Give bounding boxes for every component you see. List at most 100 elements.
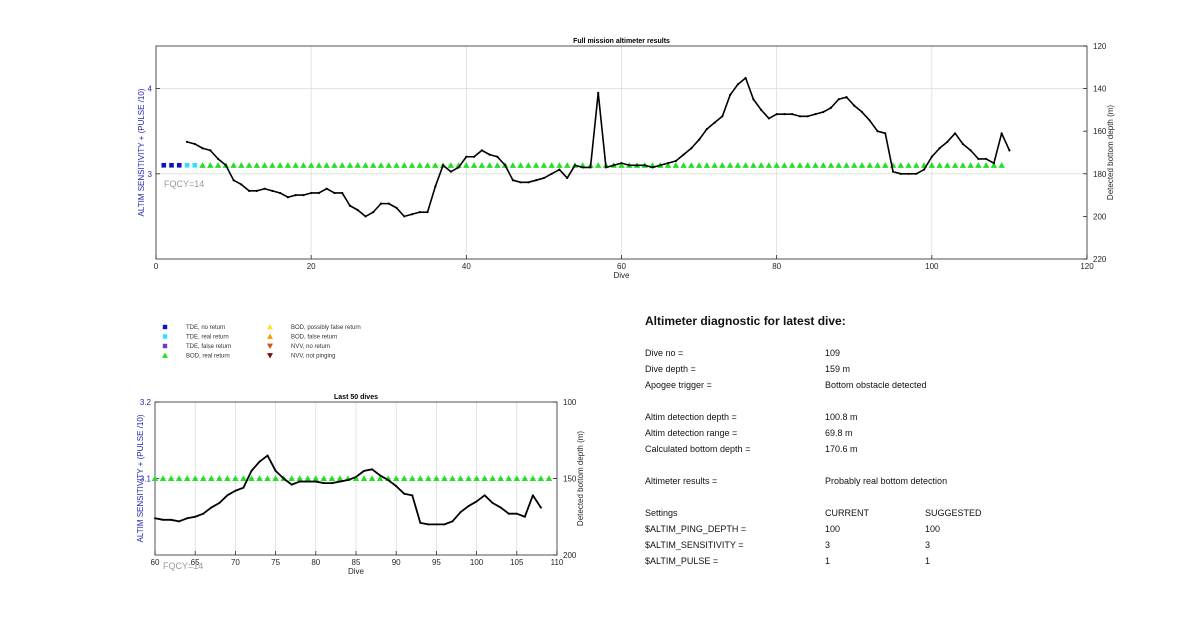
- x-tick-label: 60: [151, 558, 160, 567]
- depth-point: [659, 164, 662, 167]
- bod-marker: [401, 475, 408, 482]
- bod-marker: [473, 475, 480, 482]
- y-left-tick-label: 4: [148, 85, 153, 94]
- y-right-tick-label: 160: [1093, 127, 1107, 136]
- depth-point: [274, 469, 277, 472]
- depth-point: [775, 113, 778, 116]
- y-left-axis-title: ALTIM SENSITIVITY + (PULSE /10): [137, 88, 146, 216]
- bod-marker: [346, 162, 354, 168]
- depth-point: [271, 189, 274, 192]
- x-tick-label: 105: [510, 558, 524, 567]
- bod-marker: [726, 162, 734, 168]
- bod-marker: [352, 475, 360, 482]
- bod-marker: [897, 162, 904, 168]
- depth-point: [286, 196, 289, 199]
- depth-point: [969, 149, 972, 152]
- y-left-axis-title: ALTIM SENSITIVITY + (PULSE /10): [136, 414, 145, 542]
- depth-point: [542, 176, 546, 180]
- setting-suggested: 1: [925, 556, 931, 566]
- bod-marker: [385, 162, 392, 168]
- full-mission-chart: 0 20 40 60 80 100 120 3 4 120 140 160 180 200 220 Full …: [137, 38, 1115, 280]
- bod-marker: [975, 162, 982, 168]
- depth-point: [736, 83, 739, 86]
- setting-name: $ALTIM_PULSE =: [645, 556, 719, 566]
- setting-row-ping-depth: $ALTIM_PING_DEPTH = 100 100: [645, 521, 1065, 537]
- bod-marker: [481, 475, 488, 482]
- x-tick-label: 65: [191, 558, 200, 567]
- bod-marker: [159, 475, 167, 482]
- depth-point: [499, 506, 502, 509]
- bod-marker: [851, 162, 858, 168]
- bod-marker: [328, 475, 336, 482]
- bod-marker: [276, 162, 284, 168]
- depth-point: [427, 523, 430, 526]
- depth-point: [186, 517, 189, 520]
- depth-point: [403, 215, 406, 218]
- bod-marker: [703, 162, 711, 168]
- bod-marker: [913, 162, 920, 168]
- depth-point: [185, 140, 189, 143]
- tde-marker: [184, 162, 190, 168]
- chart-title: Last 50 dives: [334, 394, 378, 401]
- y-right-tick-label: 200: [563, 551, 577, 560]
- depth-point: [346, 479, 349, 482]
- bod-marker: [216, 475, 223, 482]
- depth-point: [977, 157, 980, 160]
- depth-point: [511, 179, 514, 182]
- altim-detection-range-row: Altim detection range = 69.8 m: [645, 425, 1065, 441]
- depth-point: [721, 115, 724, 118]
- bod-marker: [377, 162, 385, 168]
- depth-point: [310, 191, 313, 195]
- depth-point: [302, 194, 305, 197]
- bod-marker: [214, 162, 222, 168]
- bod-marker: [307, 162, 315, 168]
- bod-marker: [563, 162, 571, 168]
- depth-point: [418, 211, 421, 214]
- y-right-tick-label: 140: [1093, 85, 1107, 94]
- depth-point: [837, 98, 840, 101]
- depth-point: [752, 98, 755, 101]
- depth-point: [643, 164, 646, 167]
- x-axis-title: Dive: [348, 567, 365, 576]
- depth-point: [891, 170, 895, 173]
- dive-depth-row: Dive depth = 159 m: [645, 361, 1065, 377]
- diagnostic-title: Altimeter diagnostic for latest dive:: [645, 314, 846, 328]
- bod-marker: [261, 162, 268, 168]
- bod-marker: [711, 162, 718, 168]
- depth-point: [767, 117, 771, 120]
- bod-marker: [765, 162, 773, 168]
- fqcy-annotation: FQCY=14: [164, 179, 204, 189]
- depth-point: [475, 500, 478, 503]
- legend-label: TDE, real return: [186, 335, 229, 341]
- altim-detection-depth-label: Altim detection depth =: [645, 412, 737, 422]
- depth-point: [403, 492, 406, 495]
- bod-marker: [545, 475, 553, 482]
- setting-name: $ALTIM_SENSITIVITY =: [645, 540, 744, 550]
- depth-point: [325, 187, 328, 190]
- depth-point: [441, 164, 445, 167]
- bod-marker: [517, 162, 524, 168]
- depth-point: [258, 460, 261, 463]
- depth-point: [250, 469, 253, 472]
- bod-marker: [532, 162, 540, 168]
- depth-point: [744, 76, 747, 80]
- depth-point: [930, 155, 933, 158]
- bod-marker: [167, 475, 175, 482]
- depth-point: [496, 155, 499, 158]
- legend-marker-triangle-up: [267, 333, 273, 339]
- legend-marker-square: [162, 324, 168, 330]
- y-left-tick-label: 3: [148, 170, 153, 179]
- depth-point: [690, 147, 693, 150]
- legend-label: NVV, no return: [291, 344, 330, 350]
- legend-label: BOD, possibly false return: [291, 325, 361, 331]
- bod-marker: [781, 162, 788, 168]
- bod-marker: [362, 162, 369, 168]
- y-right-tick-label: 120: [1093, 42, 1107, 51]
- calculated-bottom-depth-row: Calculated bottom depth = 170.6 m: [645, 441, 1065, 457]
- setting-suggested: 3: [925, 540, 931, 550]
- bod-marker: [858, 162, 866, 168]
- depth-point: [338, 480, 341, 483]
- bod-marker: [928, 162, 936, 168]
- depth-point: [504, 164, 507, 167]
- x-tick-label: 70: [231, 558, 240, 567]
